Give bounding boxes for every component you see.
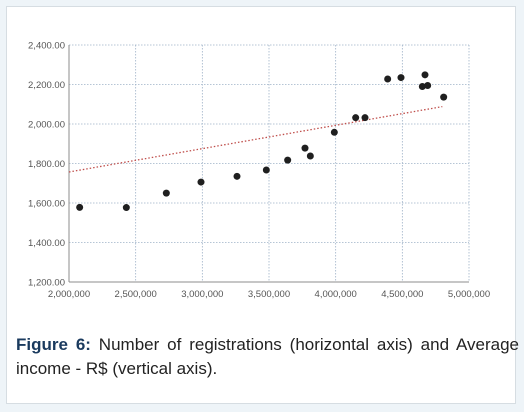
data-point [122, 204, 130, 212]
x-tick-label: 4,500,000 [381, 289, 423, 300]
x-tick-label: 2,500,000 [115, 289, 157, 300]
caption-text: Number of registrations (horizontal axis… [16, 335, 519, 378]
data-point [233, 172, 241, 180]
y-tick-label: 1,600.00 [28, 199, 65, 210]
x-tick-label: 2,000,000 [48, 289, 90, 300]
data-point [424, 81, 432, 89]
x-tick-label: 4,000,000 [315, 289, 357, 300]
data-point [284, 156, 292, 164]
scatter-chart: 1,200.00 1,400.00 1,600.00 1,800.00 2,000.00… [28, 41, 490, 301]
data-point [421, 71, 429, 79]
tick-labels: 1,200.00 1,400.00 1,600.00 1,800.00 2,000.00… [28, 41, 490, 301]
x-tick-label: 3,500,000 [248, 289, 290, 300]
data-point [301, 144, 309, 152]
data-point [76, 203, 84, 211]
data-point [352, 114, 360, 122]
data-point [384, 75, 392, 83]
data-point [197, 178, 205, 186]
data-point [262, 166, 270, 174]
data-point [330, 128, 338, 136]
figure-frame: 1,200.00 1,400.00 1,600.00 1,800.00 2,000.00… [6, 6, 519, 404]
x-tick-label: 5,000,000 [448, 289, 490, 300]
y-tick-label: 1,200.00 [28, 278, 65, 289]
data-point [361, 114, 369, 122]
data-points [76, 71, 448, 212]
trendline [68, 105, 443, 173]
y-tick-label: 1,800.00 [28, 159, 65, 170]
y-tick-label: 2,200.00 [28, 80, 65, 91]
caption-label: Figure 6: [16, 335, 91, 354]
data-point [440, 93, 448, 101]
y-tick-label: 1,400.00 [28, 238, 65, 249]
trendline-layer [68, 105, 443, 173]
gridlines [69, 44, 470, 282]
data-point [306, 152, 314, 160]
data-point [162, 189, 170, 197]
x-tick-label: 3,000,000 [181, 289, 223, 300]
axes [68, 45, 469, 283]
y-tick-label: 2,400.00 [28, 41, 65, 52]
data-point [418, 82, 426, 90]
data-point [397, 74, 405, 82]
figure-caption: Figure 6: Number of registrations (horiz… [16, 333, 519, 381]
y-tick-label: 2,000.00 [28, 120, 65, 131]
